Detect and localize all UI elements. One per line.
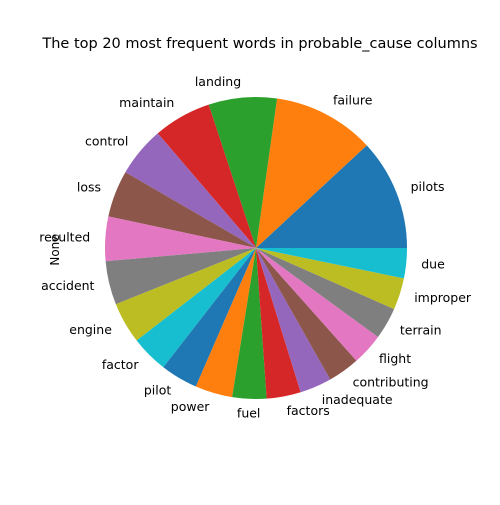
pie-label-control: control: [85, 133, 128, 148]
pie-label-maintain: maintain: [119, 95, 174, 110]
pie-label-pilot: pilot: [144, 382, 172, 397]
pie-label-flight: flight: [379, 351, 411, 366]
pie-slice-terrain: [256, 248, 395, 337]
pie-slice-maintain: [157, 104, 256, 249]
pie-slice-fuel: [232, 248, 267, 400]
pie-slice-failure: [256, 98, 367, 248]
pie-label-accident: accident: [41, 278, 94, 293]
pie-label-factor: factor: [102, 357, 139, 372]
pie-label-resulted: resulted: [39, 229, 90, 244]
y-axis-label: None: [48, 234, 62, 266]
pie-slice-due: [256, 248, 408, 279]
pie-label-contributing: contributing: [353, 375, 429, 390]
pie-slice-flight: [256, 248, 379, 361]
pie-slice-factor: [136, 248, 256, 368]
pie-slice-accident: [105, 248, 256, 305]
pie-label-inadequate: inadequate: [322, 392, 393, 407]
pie-label-factors: factors: [287, 403, 330, 418]
pie-slice-contributing: [256, 248, 357, 380]
pie-slice-power: [195, 248, 256, 398]
pie-label-pilots: pilots: [411, 179, 445, 194]
pie-label-engine: engine: [69, 322, 112, 337]
pie-label-power: power: [171, 399, 210, 414]
pie-label-fuel: fuel: [237, 405, 261, 420]
pie-slice-control: [125, 133, 256, 248]
pie-slice-inadequate: [256, 248, 331, 393]
pie-label-terrain: terrain: [400, 322, 442, 337]
chart-title: The top 20 most frequent words in probab…: [42, 36, 478, 52]
pie-slice-pilot: [163, 248, 256, 387]
pie-slice-landing: [208, 97, 278, 248]
pie-slice-pilots: [256, 145, 407, 248]
pie-label-landing: landing: [195, 74, 241, 89]
pie-slice-loss: [108, 172, 257, 248]
pie-label-improper: improper: [414, 290, 472, 305]
pie-label-failure: failure: [333, 92, 373, 107]
pie-label-loss: loss: [77, 180, 101, 195]
pie-label-due: due: [421, 256, 445, 271]
pie-slice-resulted: [105, 216, 256, 262]
pie-slice-engine: [115, 248, 257, 341]
pie-slice-improper: [256, 248, 404, 310]
pie-slice-factors: [256, 248, 301, 399]
